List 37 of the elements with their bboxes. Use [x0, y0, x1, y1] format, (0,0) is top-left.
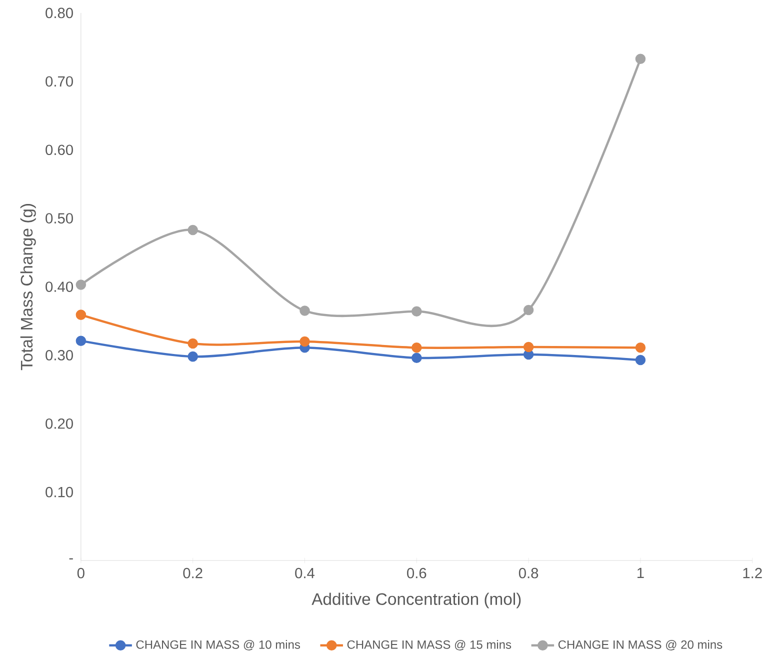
x-tick-label: 0.8	[518, 568, 538, 578]
y-tick-label: 0.80	[46, 8, 73, 18]
point	[635, 354, 646, 366]
x-tick-label: 1	[638, 568, 644, 578]
legend-label: CHANGE IN MASS @ 20 mins	[558, 640, 722, 650]
y-axis-title: Total Mass Change (g)	[20, 204, 36, 370]
point	[188, 224, 198, 236]
y-tick-label: 0.40	[46, 282, 73, 292]
point	[523, 304, 534, 316]
y-tick-label: 0.30	[46, 350, 73, 360]
x-tick-label: 0.2	[183, 568, 202, 578]
point	[412, 306, 422, 317]
point	[635, 54, 646, 64]
point	[300, 306, 310, 316]
point	[412, 342, 422, 353]
point	[300, 336, 310, 347]
x-axis-title: Additive Concentration (mol)	[312, 592, 521, 608]
point	[523, 342, 534, 352]
x-tick-label: 0.4	[295, 568, 314, 578]
legend-label: CHANGE IN MASS @ 15 mins	[347, 640, 512, 650]
y-tick-label: 0.60	[46, 144, 73, 156]
point	[188, 351, 198, 362]
x-tick-label: 0.6	[407, 568, 426, 578]
y-tick-label: 0.50	[46, 213, 73, 224]
point	[635, 342, 646, 353]
point	[76, 336, 86, 346]
point	[76, 310, 86, 320]
legend-label: CHANGE IN MASS @ 10 mins	[136, 640, 300, 650]
y-tick-label: -	[69, 558, 73, 560]
y-tick-label: 0.10	[46, 486, 73, 498]
x-tick-label: 1.2	[743, 568, 762, 578]
y-tick-label: 0.20	[46, 418, 73, 429]
y-tick-label: 0.70	[46, 76, 73, 87]
point	[412, 352, 422, 364]
x-tick-label: 0	[77, 568, 84, 578]
point	[76, 280, 86, 290]
point	[188, 338, 198, 349]
